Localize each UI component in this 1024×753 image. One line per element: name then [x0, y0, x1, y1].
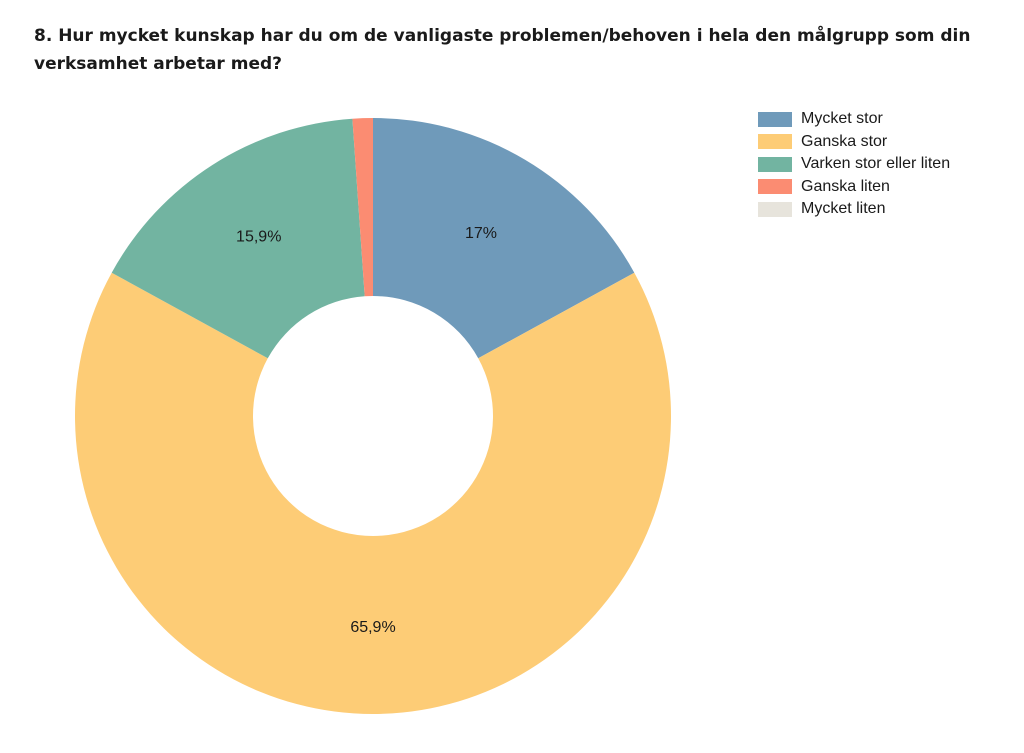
- legend-item-varken-stor-eller-liten: Varken stor eller liten: [758, 153, 950, 176]
- legend-swatch: [758, 156, 792, 172]
- slice-varken-stor-eller-liten: [111, 118, 365, 359]
- legend-label: Varken stor eller liten: [801, 155, 951, 173]
- legend-swatch: [758, 134, 792, 150]
- slice-label-varken-stor-eller-liten: 15,9%: [236, 229, 281, 246]
- slice-label-mycket-stor: 17%: [465, 225, 497, 242]
- legend-item-ganska-liten: Ganska liten: [758, 176, 950, 199]
- legend-label: Ganska liten: [801, 177, 890, 195]
- legend-swatch: [758, 201, 792, 217]
- donut-slice-labels: 17% 65,9% 15,9%: [236, 225, 497, 636]
- slice-ganska-liten: [352, 118, 373, 297]
- legend-label: Mycket liten: [801, 200, 886, 218]
- legend-label: Ganska stor: [801, 132, 888, 150]
- legend-label: Mycket stor: [801, 110, 883, 128]
- donut-slices: [74, 118, 672, 714]
- slice-label-ganska-stor: 65,9%: [350, 619, 395, 636]
- question-title: 8. Hur mycket kunskap har du om de vanli…: [34, 26, 971, 74]
- chart-legend: Mycket stor Ganska stor Varken stor eller …: [758, 108, 950, 221]
- legend-item-mycket-liten: Mycket liten: [758, 198, 950, 221]
- legend-item-mycket-stor: Mycket stor: [758, 108, 950, 131]
- legend-swatch: [758, 111, 792, 127]
- legend-item-ganska-stor: Ganska stor: [758, 131, 950, 154]
- slice-ganska-stor: [74, 272, 672, 714]
- slice-mycket-stor: [373, 118, 635, 359]
- legend-swatch: [758, 179, 792, 195]
